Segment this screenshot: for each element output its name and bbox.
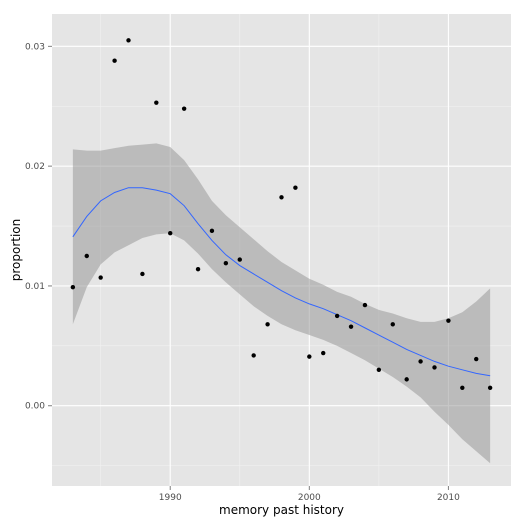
data-point: [181, 106, 187, 111]
data-points: [70, 38, 493, 390]
data-point: [446, 318, 451, 323]
data-point: [209, 228, 215, 234]
data-point: [390, 322, 395, 327]
data-point: [376, 367, 382, 372]
y-tick-label: 0.00: [25, 402, 45, 412]
data-point: [251, 353, 256, 358]
x-axis-ticks: 1990 2000 2010: [159, 486, 460, 503]
data-point: [487, 385, 493, 390]
x-tick-label: 1990: [159, 493, 182, 503]
smooth-line: [72, 187, 491, 377]
data-point: [279, 195, 284, 200]
data-point: [404, 377, 409, 382]
y-axis-title: proportion: [9, 219, 23, 282]
data-point: [126, 38, 131, 43]
data-point: [265, 322, 270, 327]
x-tick-label: 2010: [437, 493, 460, 503]
data-point: [168, 231, 173, 236]
data-point: [418, 359, 423, 364]
data-point: [70, 284, 76, 290]
data-point: [293, 185, 298, 190]
data-point: [237, 257, 242, 262]
data-point: [98, 275, 103, 280]
data-point: [348, 324, 354, 329]
data-point: [112, 58, 117, 63]
data-point: [140, 271, 145, 277]
data-point: [195, 266, 201, 272]
data-point: [460, 385, 465, 390]
data-point: [474, 356, 479, 362]
data-point: [223, 260, 229, 266]
data-point: [334, 313, 340, 319]
x-tick-label: 2000: [298, 493, 321, 503]
data-point: [154, 100, 159, 105]
x-axis-title: memory past history: [219, 503, 344, 517]
data-point: [321, 350, 326, 356]
y-tick-label: 0.02: [25, 162, 45, 172]
data-point: [432, 365, 437, 370]
y-axis-ticks: 0.00 0.01 0.02 0.03: [25, 42, 52, 412]
data-point: [362, 302, 368, 308]
y-tick-label: 0.03: [25, 42, 45, 52]
confidence-ribbon: [72, 143, 491, 464]
y-tick-label: 0.01: [25, 282, 45, 292]
data-point: [84, 253, 89, 259]
data-point: [307, 354, 312, 359]
